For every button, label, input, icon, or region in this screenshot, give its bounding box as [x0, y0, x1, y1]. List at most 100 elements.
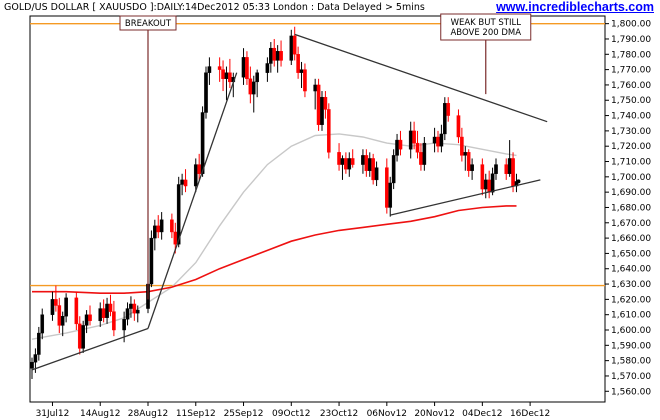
moving-average-line: [32, 205, 517, 294]
moving-average-line: [31, 133, 517, 340]
candle-body: [98, 308, 103, 322]
candle-body: [255, 72, 259, 83]
candle-body: [132, 303, 137, 314]
candle-body: [367, 158, 372, 171]
candle-body: [129, 303, 133, 309]
candle-body: [81, 325, 85, 349]
candle-body: [395, 139, 399, 156]
candle-body: [388, 182, 393, 208]
candle-body: [511, 158, 515, 187]
y-tick-label: 1,740.00: [611, 112, 651, 122]
candle-body: [466, 152, 471, 171]
candle-body: [391, 155, 396, 184]
candle-body: [77, 323, 82, 349]
candle-body: [320, 96, 324, 125]
candle-body: [112, 311, 116, 331]
candle-body: [197, 164, 201, 174]
candle-body: [183, 179, 188, 187]
trendline: [31, 327, 149, 371]
candle-body: [364, 155, 369, 171]
y-tick-label: 1,700.00: [611, 173, 651, 183]
candle-body: [153, 225, 157, 239]
candle-body: [289, 35, 294, 61]
annotation-box: [440, 13, 532, 41]
candle-body: [398, 139, 403, 150]
candle-body: [385, 167, 389, 208]
y-tick-label: 1,560.00: [611, 387, 651, 397]
candle-body: [64, 297, 68, 317]
candle-body: [173, 231, 178, 245]
y-tick-label: 1,600.00: [611, 326, 651, 336]
y-tick-label: 1,570.00: [611, 372, 651, 382]
x-tick-label: 23Oct12: [320, 409, 358, 419]
candle-body: [439, 133, 444, 147]
y-tick-label: 1,770.00: [611, 66, 651, 76]
candle-body: [371, 158, 375, 181]
x-tick-label: 11Sep12: [176, 409, 216, 419]
x-tick-label: 16Dec12: [510, 409, 550, 419]
candle-body: [483, 179, 488, 190]
candle-body: [57, 305, 62, 326]
last-price-marker: [516, 179, 521, 184]
x-tick-label: 25Sep12: [224, 409, 264, 419]
y-tick-label: 1,690.00: [611, 188, 651, 198]
candle-body: [156, 225, 161, 233]
y-tick-label: 1,590.00: [611, 341, 651, 351]
candle-body: [323, 96, 328, 110]
candle-body: [316, 84, 321, 125]
candle-body: [344, 158, 348, 170]
candle-body: [108, 303, 113, 312]
y-tick-label: 1,630.00: [611, 280, 651, 290]
y-tick-label: 1,680.00: [611, 203, 651, 213]
candle-body: [122, 319, 126, 331]
candle-body: [125, 308, 130, 320]
candle-body: [30, 361, 34, 369]
candle-body: [200, 112, 205, 174]
candle-body: [419, 152, 423, 165]
candle-body: [101, 308, 106, 318]
candle-body: [275, 51, 280, 61]
candle-body: [350, 158, 355, 165]
y-tick-label: 1,800.00: [611, 20, 651, 30]
candle-body: [296, 54, 300, 73]
candle-body: [224, 72, 229, 80]
annotation-label: BREAKOUT: [125, 19, 172, 29]
trendline: [294, 33, 548, 123]
brand-link[interactable]: www.incrediblecharts.com: [496, 0, 654, 14]
y-tick-label: 1,750.00: [611, 96, 651, 106]
x-tick-label: 20Nov12: [414, 409, 454, 419]
candle-body: [337, 152, 341, 165]
annotation-label: ABOVE 200 DMA: [450, 28, 521, 38]
candle-body: [279, 51, 283, 61]
candle-body: [432, 136, 437, 144]
y-tick-label: 1,610.00: [611, 311, 651, 321]
candle-body: [84, 314, 89, 326]
y-tick-label: 1,760.00: [611, 81, 651, 91]
candle-body: [54, 299, 58, 306]
candle-body: [463, 152, 468, 156]
candle-body: [60, 316, 65, 326]
candle-body: [327, 109, 331, 153]
candle-body: [480, 164, 485, 190]
x-tick-label: 14Aug12: [80, 409, 120, 419]
x-tick-label: 04Dec12: [462, 409, 502, 419]
candle-body: [436, 136, 440, 147]
candle-body: [347, 158, 352, 170]
x-tick-label: 09Oct12: [272, 409, 310, 419]
candle-body: [37, 332, 41, 355]
y-tick-label: 1,650.00: [611, 249, 651, 259]
candle-body: [361, 155, 365, 165]
candle-body: [487, 179, 491, 193]
y-tick-label: 1,710.00: [611, 158, 651, 168]
x-tick-label: 28Aug12: [128, 409, 168, 419]
y-tick-label: 1,640.00: [611, 265, 651, 275]
candle-body: [170, 219, 174, 233]
y-tick-label: 1,660.00: [611, 234, 651, 244]
candle-body: [251, 81, 256, 95]
y-tick-label: 1,780.00: [611, 50, 651, 60]
y-tick-label: 1,580.00: [611, 357, 651, 367]
plot-frame: [29, 15, 606, 403]
candle-body: [313, 84, 317, 92]
